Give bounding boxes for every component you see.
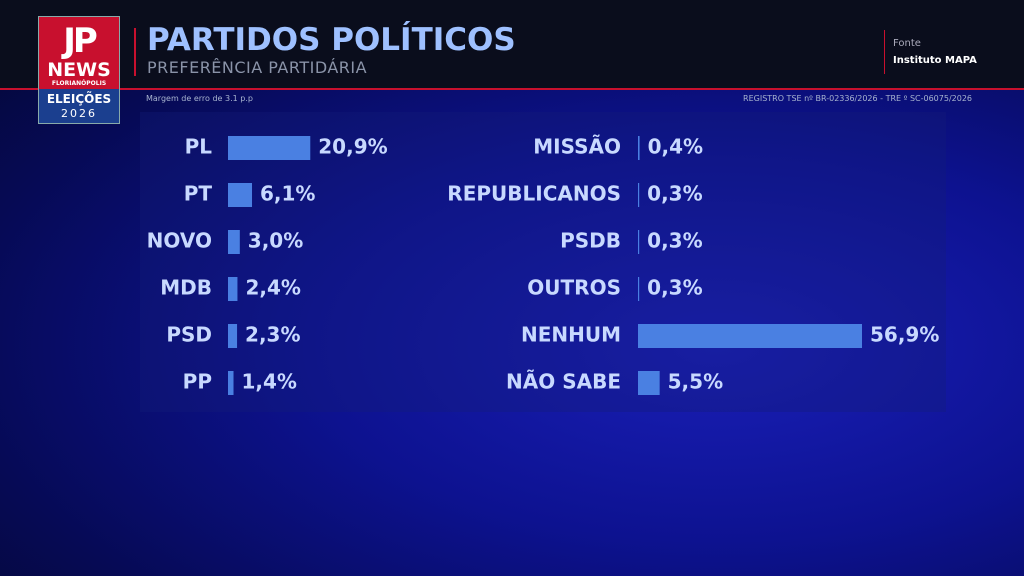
bar [228, 277, 238, 301]
value-label: 3,0% [248, 229, 303, 253]
value-label: 0,3% [647, 276, 702, 300]
registry-note: REGISTRO TSE nº BR-02336/2026 - TRE º SC… [743, 94, 972, 103]
category-label: MISSÃO [533, 135, 621, 159]
title: PARTIDOS POLÍTICOS [147, 22, 516, 58]
value-label: 0,3% [647, 229, 702, 253]
category-label: MDB [160, 276, 212, 300]
bar [228, 324, 238, 348]
logo-year: 2026 [61, 107, 97, 120]
bar [638, 183, 640, 207]
category-label: NOVO [147, 229, 212, 253]
bar [638, 324, 862, 348]
category-label: REPUBLICANOS [447, 182, 621, 206]
value-label: 1,4% [242, 370, 297, 394]
bar [638, 136, 640, 160]
category-label: PP [183, 370, 212, 394]
value-label: 0,3% [647, 182, 702, 206]
logo-mark: JP [63, 21, 98, 61]
subtitle: PREFERÊNCIA PARTIDÁRIA [147, 58, 368, 77]
value-label: 56,9% [870, 323, 939, 347]
logo-event: ELEIÇÕES [46, 92, 112, 106]
header-bar [0, 0, 1024, 90]
logo-brand: NEWS [47, 59, 111, 81]
source-label: Fonte [893, 38, 921, 49]
category-label: PL [185, 135, 213, 159]
bar [638, 277, 640, 301]
value-label: 5,5% [668, 370, 723, 394]
bar [228, 230, 240, 254]
value-label: 6,1% [260, 182, 315, 206]
bar [228, 371, 234, 395]
bar [228, 136, 311, 160]
logo: JP NEWS FLORIANÓPOLIS ELEIÇÕES 2026 [38, 16, 120, 124]
chart-panel [140, 112, 946, 412]
value-label: 0,4% [648, 135, 703, 159]
margin-note: Margem de erro de 3.1 p.p [146, 94, 253, 103]
category-label: NENHUM [521, 323, 621, 347]
bar [638, 371, 660, 395]
divider [884, 30, 885, 74]
value-label: 2,3% [245, 323, 300, 347]
bar [638, 230, 640, 254]
source: Instituto MAPA [893, 55, 977, 66]
logo-city: FLORIANÓPOLIS [51, 80, 107, 87]
logo-event-box: ELEIÇÕES 2026 [39, 89, 119, 123]
value-label: 2,4% [245, 276, 300, 300]
category-label: OUTROS [527, 276, 621, 300]
divider [134, 28, 136, 76]
value-label: 20,9% [318, 135, 387, 159]
category-label: PT [184, 182, 213, 206]
category-label: NÃO SABE [506, 370, 621, 394]
bar [228, 183, 253, 207]
category-label: PSDB [560, 229, 621, 253]
category-label: PSD [166, 323, 212, 347]
